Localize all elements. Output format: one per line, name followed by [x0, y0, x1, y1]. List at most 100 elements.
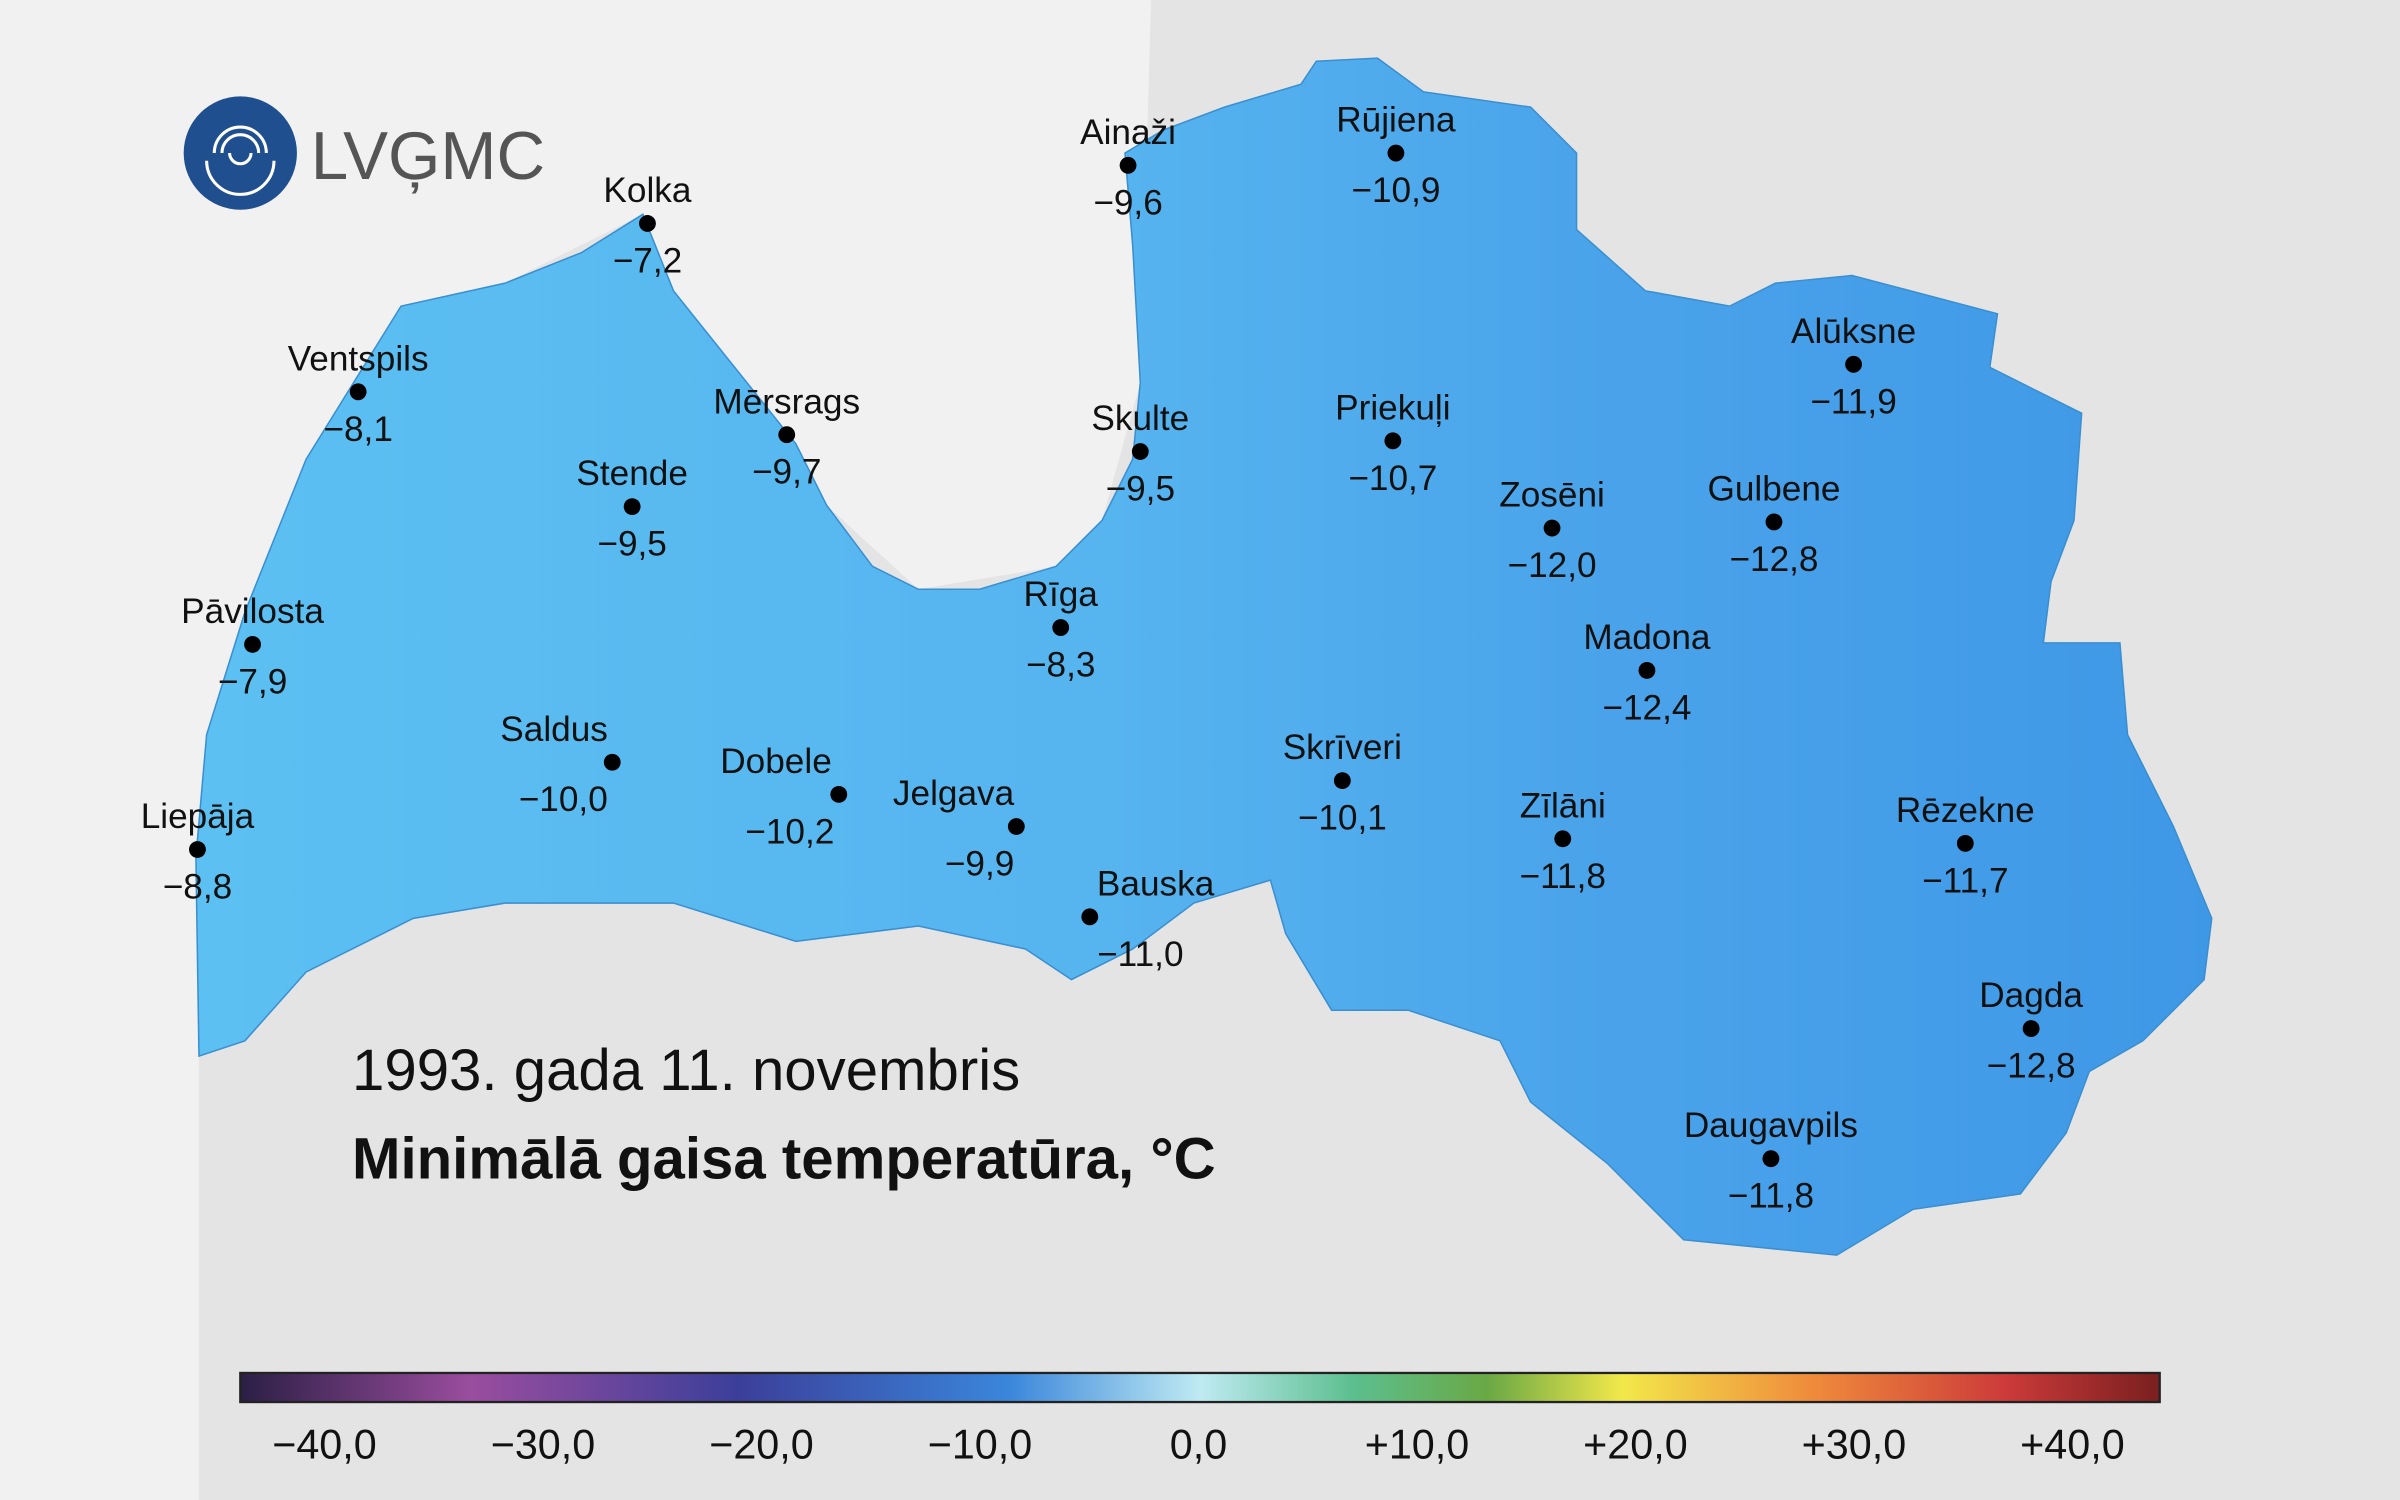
station-dot: [1007, 818, 1025, 835]
sea: [0, 0, 1152, 1500]
colorbar-tick-label: −10,0: [928, 1422, 1033, 1468]
station-dot: [1387, 144, 1405, 162]
station-value: −10,1: [1298, 799, 1387, 838]
station-dot: [830, 785, 848, 803]
station: Rīga −8,3: [1024, 575, 1099, 684]
station-name: Gulbene: [1707, 470, 1840, 509]
station-dot: [1052, 619, 1070, 636]
station-name: Zīlāni: [1520, 786, 1606, 825]
station-name: Dagda: [1979, 976, 2083, 1015]
station-value: −11,8: [1728, 1177, 1814, 1216]
station-value: −9,5: [597, 525, 666, 564]
station-dot: [1762, 1150, 1780, 1168]
station-name: Jelgava: [893, 774, 1015, 813]
station-dot: [1554, 830, 1572, 848]
station-value: −12,0: [1508, 546, 1597, 585]
station-dot: [639, 215, 656, 232]
station: Skulte −9,5: [1091, 399, 1189, 508]
station-value: −11,0: [1097, 935, 1183, 974]
colorbar-ticks: −40,0 −30,0 −20,0 −10,0 0,0 +10,0 +20,0 +30,0 +4…: [272, 1422, 2125, 1468]
station: Dobele −10,2: [720, 742, 848, 851]
station-value: −11,9: [1810, 382, 1896, 421]
logo-waves: [205, 125, 276, 196]
station-dot: [1845, 355, 1862, 373]
station-value: −11,7: [1922, 861, 2008, 900]
station-name: Bauska: [1097, 864, 1215, 903]
station: Bauska −11,0: [1081, 864, 1215, 974]
station-value: −8,3: [1026, 646, 1095, 685]
station-dot: [1956, 834, 1974, 852]
colorbar: [239, 1371, 2161, 1404]
station: Zīlāni −11,8: [1520, 786, 1606, 895]
date: 1993. gada 11. novembris: [352, 1038, 1020, 1103]
colorbar-tick-label: −40,0: [272, 1422, 377, 1468]
station: Madona −12,4: [1583, 618, 1711, 727]
latvia: [195, 57, 2213, 1256]
station: Rūjiena −10,9: [1336, 101, 1456, 210]
station-name: Skulte: [1091, 399, 1189, 438]
station-name: Rūjiena: [1336, 101, 1456, 140]
station-name: Zosēni: [1499, 476, 1605, 515]
station-name: Rīga: [1024, 575, 1099, 614]
colorbar-tick-label: +10,0: [1365, 1422, 1470, 1468]
station-value: −8,1: [323, 410, 392, 449]
station-value: −10,2: [745, 812, 834, 851]
logo-text: LVĢMC: [311, 119, 545, 194]
station: Stende −9,5: [576, 454, 688, 563]
logo: LVĢMC: [183, 96, 545, 210]
station-name: Mērsrags: [713, 382, 860, 421]
station: Alūksne −11,9: [1791, 312, 1916, 421]
station-name: Madona: [1583, 618, 1711, 657]
station: Dagda −12,8: [1979, 976, 2083, 1085]
station-dot: [1333, 772, 1351, 790]
station-dot: [1638, 661, 1656, 679]
logo-mark: [183, 96, 297, 210]
station-name: Saldus: [500, 710, 608, 749]
station-name: Ainaži: [1080, 113, 1176, 152]
station-dot: [623, 498, 641, 516]
station-name: Liepāja: [141, 797, 255, 836]
station-value: −9,7: [752, 453, 821, 492]
station: Skrīveri −10,1: [1283, 728, 1402, 837]
station-value: −7,9: [218, 662, 287, 701]
station-name: Priekuļi: [1335, 388, 1450, 427]
station-dot: [244, 635, 261, 653]
station: Liepāja −8,8: [141, 797, 255, 906]
station: Rēzekne −11,7: [1896, 791, 2035, 900]
station-value: −12,4: [1602, 688, 1691, 727]
station-value: −10,9: [1351, 171, 1440, 210]
station-name: Daugavpils: [1684, 1106, 1858, 1145]
station: Priekuļi −10,7: [1335, 388, 1450, 497]
station-name: Rēzekne: [1896, 791, 2035, 830]
station-dot: [603, 753, 621, 771]
station-dot: [1384, 432, 1402, 450]
station-value: −11,8: [1520, 857, 1606, 896]
station-dot: [189, 841, 206, 858]
station-name: Alūksne: [1791, 312, 1916, 351]
station-dot: [1081, 908, 1099, 926]
station-dot: [2022, 1020, 2040, 1037]
stations: Kolka −7,2 Ainaži −9,6 Rūjiena −10,9 Ventspils…: [141, 101, 2084, 1216]
station-value: −7,2: [613, 241, 682, 280]
station-value: −10,7: [1348, 459, 1437, 498]
title: Minimālā gaisa temperatūra, °C: [352, 1127, 1216, 1192]
station-value: −9,9: [945, 845, 1014, 884]
colorbar-tick-label: +20,0: [1583, 1422, 1688, 1468]
station-name: Dobele: [720, 742, 832, 781]
station: Zosēni −12,0: [1499, 476, 1605, 585]
station-dot: [349, 383, 367, 401]
station: Saldus −10,0: [500, 710, 621, 819]
station: Kolka −7,2: [603, 171, 691, 280]
station-name: Stende: [576, 454, 688, 493]
station-dot: [1543, 519, 1561, 537]
station-value: −12,8: [1729, 540, 1818, 579]
station-dot: [778, 426, 796, 444]
colorbar-tick-label: −20,0: [709, 1422, 814, 1468]
colorbar-tick-label: +30,0: [1802, 1422, 1907, 1468]
station-value: −12,8: [1987, 1047, 2076, 1086]
station-value: −8,8: [163, 867, 232, 906]
station: Gulbene −12,8: [1707, 470, 1840, 579]
station-dot: [1131, 443, 1149, 460]
